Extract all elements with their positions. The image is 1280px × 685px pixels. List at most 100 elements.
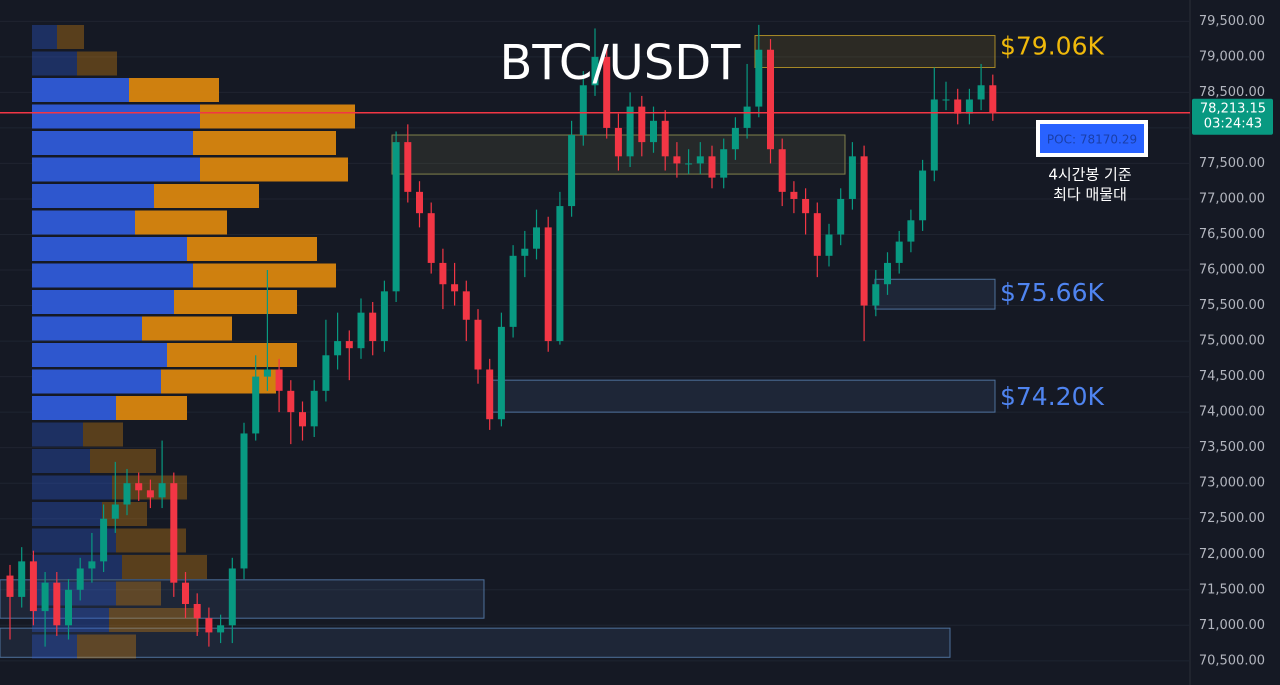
candle-body — [591, 56, 599, 86]
poc-box — [1040, 124, 1144, 153]
candle-body — [767, 49, 774, 150]
candle-body — [462, 291, 470, 320]
candle-body — [135, 483, 143, 491]
vp-sell — [77, 51, 117, 76]
vp-sell — [135, 210, 227, 235]
candle-body — [205, 618, 213, 633]
candle-body — [837, 198, 845, 235]
candle-body — [743, 106, 751, 128]
volume-profile — [32, 25, 355, 659]
vp-buy — [32, 25, 57, 49]
candle-body — [708, 156, 716, 178]
vp-buy — [32, 396, 116, 420]
zone — [874, 278, 996, 310]
vp-buy — [32, 502, 102, 526]
level-label: $75.66K — [1000, 278, 1104, 307]
candle-body — [193, 603, 201, 619]
vp-sell — [167, 343, 297, 367]
zone — [0, 627, 951, 658]
candle-body — [357, 312, 365, 349]
candle-body — [76, 568, 84, 590]
candle-body — [685, 163, 693, 165]
vp-sell — [200, 104, 355, 129]
candle-body — [731, 127, 739, 150]
candle-body — [661, 120, 669, 157]
zone — [486, 379, 996, 413]
candle-body — [650, 120, 657, 143]
candle-body — [380, 291, 388, 342]
candle-body — [240, 433, 248, 569]
candle-body — [626, 106, 634, 157]
candle-body — [252, 376, 260, 434]
vp-buy — [32, 369, 161, 394]
vp-buy — [32, 422, 83, 447]
candle-body — [860, 156, 868, 306]
y-tick-label: 76,500.00 — [1199, 227, 1265, 242]
vp-sell — [154, 184, 259, 208]
vp-buy — [32, 634, 77, 659]
vp-sell — [174, 290, 297, 314]
candle-body — [369, 312, 377, 342]
y-tick-label: 76,000.00 — [1199, 263, 1265, 278]
vp-buy — [32, 210, 135, 235]
candle-body — [930, 99, 938, 171]
vp-sell — [193, 263, 336, 288]
y-tick-label: 75,500.00 — [1199, 298, 1265, 313]
candle-body — [965, 99, 973, 114]
y-tick-label: 77,500.00 — [1199, 156, 1265, 171]
y-tick-label: 78,500.00 — [1199, 85, 1265, 100]
candle-body — [88, 561, 96, 569]
candle-body — [287, 390, 295, 413]
candle-body — [123, 483, 131, 505]
candle-body — [404, 142, 412, 192]
candle-body — [275, 369, 283, 391]
candle-body — [603, 56, 611, 128]
candle-body — [146, 490, 154, 498]
vp-sell — [102, 502, 147, 526]
chart-title: BTC/USDT — [499, 35, 741, 91]
candle-body — [825, 234, 833, 256]
y-tick-label: 71,500.00 — [1199, 582, 1265, 597]
candle-body — [848, 156, 856, 199]
candle-body — [720, 149, 728, 178]
candle-body — [65, 589, 72, 626]
y-tick-label: 79,000.00 — [1199, 49, 1265, 64]
candle-body — [813, 213, 821, 256]
poc-note: 최다 매물대 — [1053, 186, 1127, 204]
vp-sell — [109, 608, 199, 632]
vp-buy — [32, 449, 90, 473]
candle-body — [6, 575, 14, 597]
poc-label: POC: 78170.29 — [1047, 133, 1137, 147]
y-tick-label: 74,000.00 — [1199, 405, 1265, 420]
candle-body — [322, 355, 330, 391]
vp-buy — [32, 78, 129, 102]
vp-buy — [32, 343, 167, 367]
y-tick-label: 74,500.00 — [1199, 369, 1265, 384]
y-tick-label: 79,500.00 — [1199, 14, 1265, 29]
vp-buy — [32, 157, 200, 182]
y-tick-label: 72,500.00 — [1199, 511, 1265, 526]
vp-sell — [193, 131, 336, 155]
candle-body — [29, 561, 37, 612]
level-label: $74.20K — [1000, 382, 1104, 411]
vp-buy — [32, 237, 187, 261]
vp-buy — [32, 184, 154, 208]
vp-buy — [32, 51, 77, 76]
candle-body — [579, 85, 587, 136]
candle-body — [919, 170, 927, 221]
candle-body — [954, 99, 962, 114]
vp-buy — [32, 131, 193, 155]
y-tick-label: 71,000.00 — [1199, 618, 1265, 633]
vp-buy — [32, 104, 200, 129]
candle-body — [310, 390, 318, 427]
candle-body — [696, 156, 704, 164]
candle-body — [509, 255, 517, 327]
candle-body — [263, 369, 271, 377]
vp-sell — [83, 422, 123, 447]
vp-buy — [32, 475, 112, 500]
candle-body — [474, 319, 482, 370]
candle-body — [802, 198, 810, 214]
